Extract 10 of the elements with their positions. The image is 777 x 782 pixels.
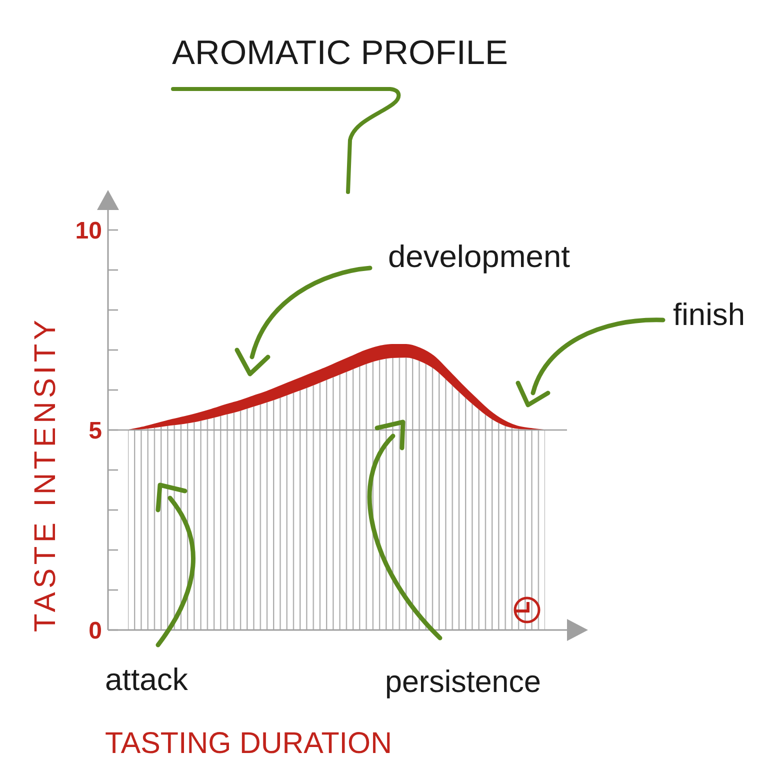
x-axis-title: TASTING DURATION [105,727,396,760]
y-axis-title: TASTE INTENSITY [29,320,62,632]
text: finish [673,297,746,332]
y-tick-label: 5 [88,418,102,445]
annotation: development [388,239,570,274]
text: persistence [385,664,544,699]
text: attack [105,662,188,697]
chart-title: AROMATIC PROFILE [172,34,508,72]
y-tick-label: 0 [88,618,102,645]
y-tick-label: 10 [75,218,102,245]
